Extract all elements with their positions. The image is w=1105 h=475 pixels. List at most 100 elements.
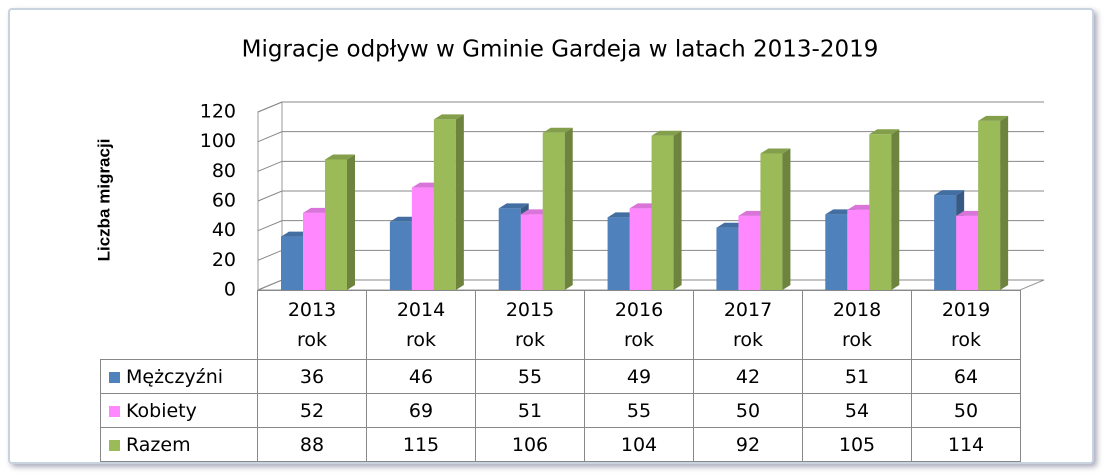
category-label: 2016 rok (614, 299, 664, 351)
table-value: 55 (475, 359, 585, 394)
y-tick-label: 60 (212, 190, 236, 212)
y-tick-label: 20 (212, 249, 236, 271)
category-label: 2015 rok (505, 299, 555, 351)
bar (542, 127, 573, 290)
table-value: 69 (366, 393, 476, 428)
table-category-cell: 2017 rok (693, 290, 803, 360)
y-tick-label: 80 (212, 160, 236, 182)
bar-front (411, 187, 434, 290)
category-label: 2014 rok (396, 299, 446, 351)
legend-cell: Mężczyźni (100, 359, 258, 394)
data-table: 2013 rok 2014 rok 2015 rok 2016 rok 2017 rok… (100, 290, 1021, 462)
bar-top (651, 130, 682, 136)
table-value: 36 (257, 359, 367, 394)
bar-top (433, 114, 464, 120)
table-value: 92 (693, 427, 803, 462)
bar-front (651, 135, 674, 290)
table-value: 64 (911, 359, 1021, 394)
table-category-cell: 2014 rok (366, 290, 476, 360)
y-tick-label: 120 (200, 101, 236, 123)
bar-side (455, 114, 464, 291)
y-tick-label: 0 (224, 279, 236, 301)
bar (978, 115, 1009, 291)
legend-label: Kobiety (126, 399, 197, 422)
bar-front (738, 215, 761, 290)
y-tick-label: 40 (212, 219, 236, 241)
category-label: 2018 rok (832, 299, 882, 351)
legend-cell: Kobiety (100, 393, 258, 428)
grid-line (257, 131, 1044, 143)
bar-side (891, 129, 900, 290)
bar-front (869, 134, 892, 290)
legend-swatch (109, 439, 120, 451)
grid-line (257, 160, 1044, 172)
legend-swatch (109, 371, 120, 383)
table-category-cell: 2013 rok (257, 290, 367, 360)
table-category-cell: 2015 rok (475, 290, 585, 360)
bar-front (978, 120, 1001, 291)
table-value: 51 (475, 393, 585, 428)
table-category-cell: 2016 rok (584, 290, 694, 360)
table-value: 50 (693, 393, 803, 428)
bar (325, 154, 355, 290)
bar-side (1000, 115, 1009, 291)
table-value: 104 (584, 427, 694, 462)
bar-side (782, 148, 791, 290)
bar-front (520, 214, 543, 290)
table-category-cell: 2019 rok (911, 290, 1021, 360)
table-value: 106 (475, 427, 585, 462)
bar (869, 129, 900, 290)
table-value: 105 (802, 427, 912, 462)
bar-top (325, 154, 355, 160)
category-label: 2019 rok (941, 299, 991, 351)
table-row: Mężczyźni 36 46 55 49 42 51 64 (100, 359, 1021, 394)
table-value: 51 (802, 359, 912, 394)
table-row: Kobiety 52 69 51 55 50 54 50 (100, 393, 1021, 428)
bar-top (498, 203, 529, 209)
bar-side (564, 127, 573, 290)
table-corner (101, 291, 258, 360)
bar-front (847, 209, 870, 290)
bar-front (956, 215, 979, 290)
table-row: Razem 88 115 106 104 92 105 114 (100, 427, 1021, 462)
bar-front (281, 236, 303, 290)
table-value: 55 (584, 393, 694, 428)
y-axis-label: Liczba migracji (94, 139, 113, 262)
bar-side (347, 154, 355, 290)
table-value: 49 (584, 359, 694, 394)
bar-top (869, 129, 900, 135)
bar-top (760, 148, 791, 154)
table-value: 115 (366, 427, 476, 462)
bar-front (825, 214, 848, 290)
bar (760, 148, 791, 290)
bar-front (498, 208, 521, 290)
legend-swatch (109, 405, 120, 417)
table-value: 50 (911, 393, 1021, 428)
table-value: 88 (257, 427, 367, 462)
bar-top (934, 190, 965, 196)
bar-front (303, 212, 325, 290)
bar-front (433, 119, 456, 291)
legend-cell: Razem (100, 427, 258, 462)
table-value: 54 (802, 393, 912, 428)
bar-front (760, 153, 783, 290)
grid-line (257, 101, 1044, 113)
bar-side (673, 130, 682, 290)
bar-front (542, 132, 565, 290)
legend-label: Razem (126, 433, 191, 456)
bar-front (629, 208, 652, 290)
legend-label: Mężczyźni (126, 365, 224, 388)
chart-title: Migracje odpływ w Gminie Gardeja w latac… (242, 37, 879, 63)
table-value: 114 (911, 427, 1021, 462)
bar-front (607, 217, 630, 290)
category-label: 2013 rok (287, 299, 337, 351)
bar-top (978, 115, 1009, 121)
bar-front (934, 195, 957, 290)
table-category-cell: 2018 rok (802, 290, 912, 360)
bar-front (325, 159, 347, 290)
bar (433, 114, 464, 291)
table-value: 52 (257, 393, 367, 428)
y-tick-label: 100 (200, 130, 236, 152)
